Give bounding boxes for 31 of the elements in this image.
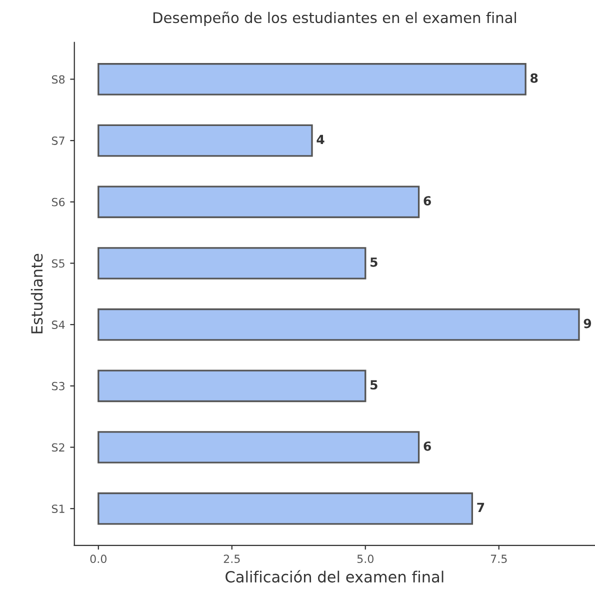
x-tick-label: 2.5 [224, 554, 240, 564]
bar [98, 370, 366, 402]
x-axis-title: Calificación del examen final [226, 570, 444, 583]
x-tick-label: 7.5 [490, 554, 507, 564]
x-tick-label: 0.0 [90, 554, 106, 564]
y-tick-label: S7 [52, 136, 64, 145]
y-tick-label: S5 [52, 259, 64, 268]
y-tick-label: S4 [52, 320, 65, 329]
data-label: 8 [530, 73, 538, 83]
y-tick-label: S6 [52, 198, 65, 206]
y-tick-label: S8 [52, 75, 65, 84]
y-axis-title: Estudiante [30, 254, 43, 334]
data-label: 4 [316, 134, 324, 144]
bar [98, 492, 474, 525]
y-tick-label: S2 [52, 443, 64, 452]
y-tick-label: S1 [52, 504, 64, 513]
y-tick-label: S3 [52, 382, 64, 390]
bar [98, 63, 526, 96]
x-tick-label: 5.0 [357, 554, 374, 564]
data-label: 6 [424, 441, 431, 451]
data-label: 7 [477, 502, 484, 512]
chart-title: Desempeño de los estudiantes en el examen final [153, 12, 516, 26]
data-label: 5 [370, 258, 378, 267]
bar [98, 247, 366, 280]
bar [98, 308, 580, 341]
data-label: 5 [370, 380, 378, 390]
bar [98, 186, 420, 218]
data-label: 9 [584, 318, 592, 328]
bar [98, 431, 420, 464]
data-label: 6 [424, 196, 431, 206]
bar [98, 124, 313, 157]
